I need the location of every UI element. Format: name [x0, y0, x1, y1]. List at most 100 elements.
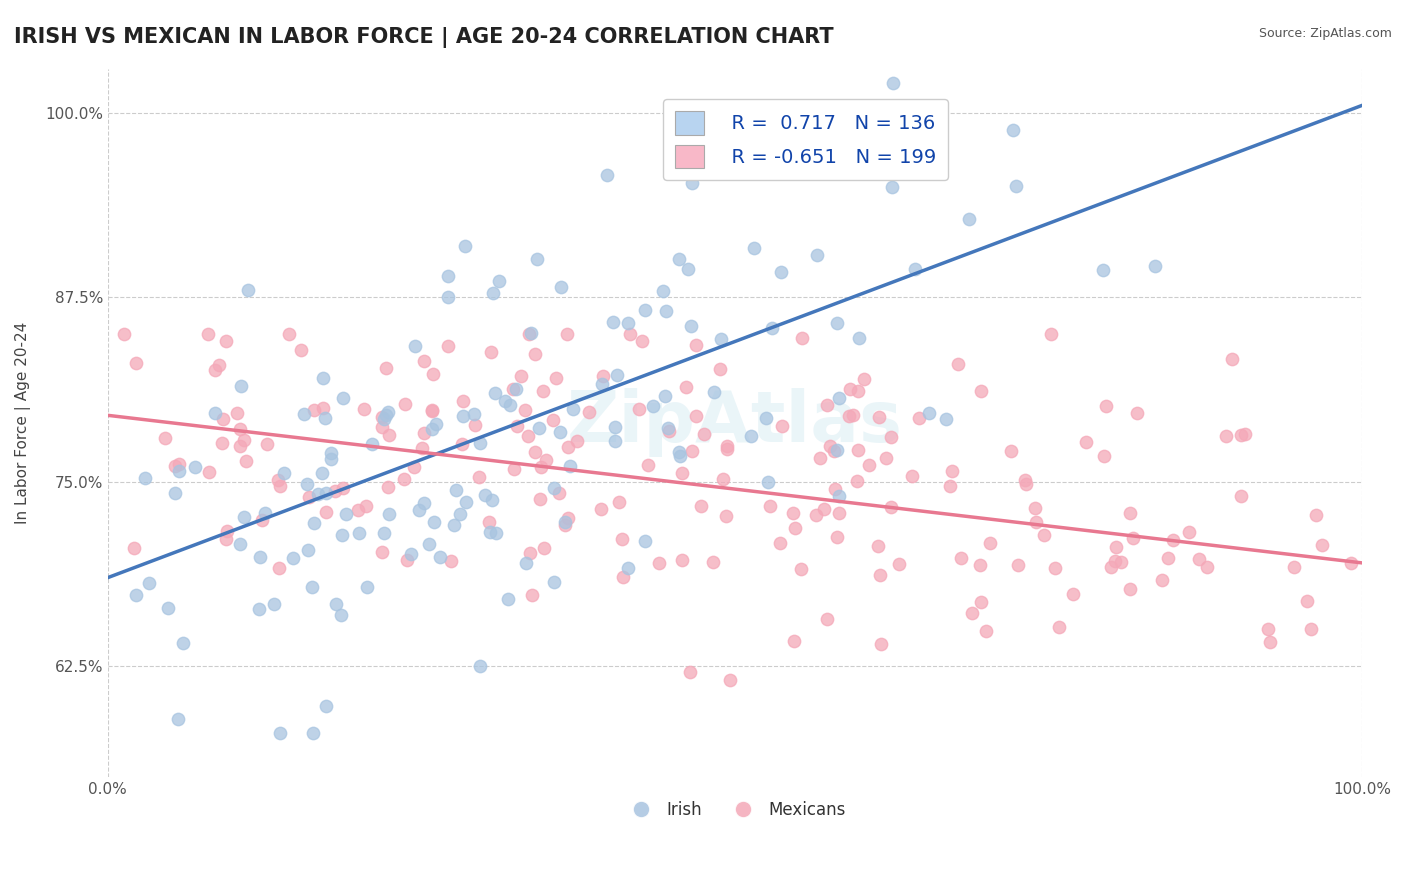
- Point: [1007, 558, 1029, 573]
- Point: [949, 551, 972, 566]
- Point: [610, 532, 633, 546]
- Point: [1104, 554, 1126, 568]
- Point: [529, 491, 551, 506]
- Point: [634, 534, 657, 549]
- Point: [557, 440, 579, 454]
- Point: [979, 536, 1001, 550]
- Point: [484, 385, 506, 400]
- Point: [377, 480, 399, 494]
- Point: [869, 568, 891, 582]
- Point: [692, 427, 714, 442]
- Point: [451, 394, 474, 409]
- Y-axis label: In Labor Force | Age 20-24: In Labor Force | Age 20-24: [15, 322, 31, 524]
- Point: [827, 391, 849, 405]
- Point: [292, 407, 315, 421]
- Point: [1095, 400, 1118, 414]
- Point: [879, 430, 901, 444]
- Point: [479, 525, 502, 540]
- Point: [520, 326, 543, 340]
- Point: [349, 526, 371, 541]
- Point: [1157, 551, 1180, 566]
- Point: [1229, 489, 1251, 503]
- Point: [183, 459, 205, 474]
- Text: ZipAtlas: ZipAtlas: [567, 388, 903, 458]
- Point: [301, 725, 323, 739]
- Point: [679, 665, 702, 680]
- Point: [172, 636, 194, 650]
- Point: [1045, 561, 1067, 575]
- Point: [422, 368, 444, 382]
- Point: [278, 327, 301, 342]
- Point: [907, 410, 929, 425]
- Point: [510, 369, 533, 384]
- Point: [565, 434, 588, 449]
- Point: [301, 580, 323, 594]
- Point: [703, 384, 725, 399]
- Point: [356, 580, 378, 594]
- Point: [960, 606, 983, 620]
- Point: [1125, 406, 1147, 420]
- Point: [346, 503, 368, 517]
- Point: [1197, 560, 1219, 574]
- Point: [249, 549, 271, 564]
- Point: [842, 408, 865, 422]
- Point: [709, 332, 731, 346]
- Point: [425, 417, 447, 432]
- Point: [782, 634, 804, 648]
- Point: [479, 344, 502, 359]
- Point: [325, 597, 347, 611]
- Point: [226, 406, 249, 420]
- Point: [529, 421, 551, 435]
- Point: [668, 252, 690, 266]
- Point: [332, 391, 354, 405]
- Point: [1143, 259, 1166, 273]
- Point: [1310, 538, 1333, 552]
- Point: [263, 597, 285, 611]
- Point: [404, 460, 426, 475]
- Point: [655, 304, 678, 318]
- Point: [534, 453, 557, 467]
- Point: [319, 452, 342, 467]
- Point: [444, 483, 467, 497]
- Point: [315, 505, 337, 519]
- Point: [411, 441, 433, 455]
- Point: [828, 489, 851, 503]
- Point: [269, 725, 291, 739]
- Point: [413, 496, 436, 510]
- Point: [371, 545, 394, 559]
- Point: [468, 435, 491, 450]
- Point: [846, 384, 869, 398]
- Point: [740, 429, 762, 443]
- Point: [970, 595, 993, 609]
- Point: [250, 513, 273, 527]
- Point: [820, 439, 842, 453]
- Point: [1258, 635, 1281, 649]
- Point: [603, 419, 626, 434]
- Point: [515, 556, 537, 570]
- Point: [651, 284, 673, 298]
- Point: [524, 445, 547, 459]
- Point: [823, 444, 845, 458]
- Point: [165, 459, 187, 474]
- Point: [759, 499, 782, 513]
- Point: [970, 384, 993, 398]
- Point: [1099, 559, 1122, 574]
- Point: [267, 561, 290, 575]
- Point: [1340, 556, 1362, 570]
- Point: [204, 406, 226, 420]
- Point: [478, 515, 501, 529]
- Point: [167, 458, 190, 472]
- Point: [1188, 552, 1211, 566]
- Point: [526, 252, 548, 266]
- Point: [1062, 587, 1084, 601]
- Point: [690, 499, 713, 513]
- Point: [1161, 533, 1184, 547]
- Point: [716, 440, 738, 454]
- Point: [815, 612, 838, 626]
- Point: [900, 469, 922, 483]
- Point: [481, 285, 503, 300]
- Point: [1119, 507, 1142, 521]
- Point: [1000, 444, 1022, 458]
- Point: [290, 343, 312, 357]
- Point: [825, 443, 848, 458]
